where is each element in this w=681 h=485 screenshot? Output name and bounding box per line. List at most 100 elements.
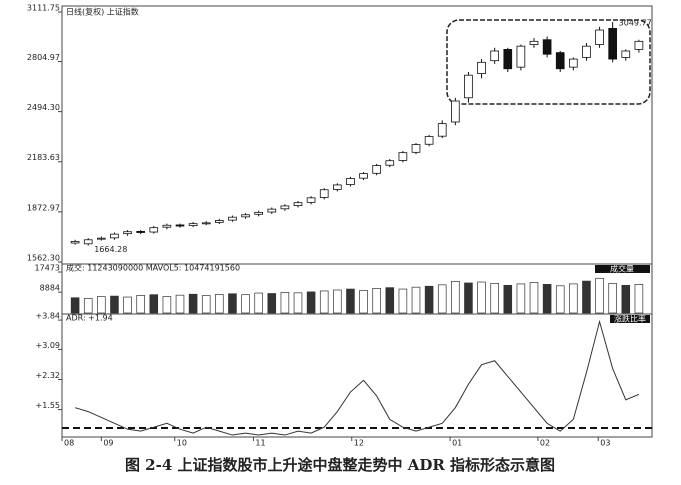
volume-bar <box>110 295 119 314</box>
candle-body <box>149 227 159 233</box>
x-tick-label: 09 <box>103 439 113 448</box>
candle-body <box>188 223 198 226</box>
badge <box>595 265 650 273</box>
volume-bar <box>188 293 198 314</box>
x-tick-label: 12 <box>354 439 364 448</box>
candle-body <box>359 173 368 179</box>
candle-body <box>411 144 421 153</box>
volume-bar <box>267 293 277 314</box>
volume-bar <box>123 296 132 314</box>
candle-body <box>608 28 618 60</box>
volume-bar <box>241 294 250 314</box>
candle-body <box>280 205 290 210</box>
candle-body <box>490 50 500 62</box>
x-tick-label: 10 <box>177 439 187 448</box>
candle-body <box>542 39 552 55</box>
volume-bar <box>201 295 211 314</box>
candle-body <box>83 239 93 245</box>
adr-title: ADR: +1.94 <box>66 314 113 323</box>
candle-body <box>306 197 316 203</box>
volume-bar <box>569 283 578 314</box>
volume-bar <box>97 296 106 314</box>
candle-body <box>346 178 355 186</box>
adr-line <box>74 319 640 436</box>
volume-bar <box>516 283 526 314</box>
x-tick-label: 01 <box>452 439 462 448</box>
candle-body <box>516 45 526 68</box>
badge <box>610 315 650 323</box>
candle-body <box>136 230 146 233</box>
volume-bar <box>83 298 93 314</box>
y-tick-label: 3111.75 <box>27 4 60 13</box>
candle-body <box>110 233 119 239</box>
volume-bar <box>542 284 552 314</box>
volume-bar <box>162 296 172 314</box>
candle-body <box>503 48 513 70</box>
candle-body <box>464 74 473 99</box>
volume-bar <box>385 287 395 314</box>
volume-bar <box>595 277 604 314</box>
candle-body <box>241 214 250 218</box>
candle-body <box>332 184 342 190</box>
volume-bar <box>280 292 290 314</box>
y-tick-label: 1562.30 <box>27 254 60 263</box>
candle-body <box>477 61 486 74</box>
volume-bar <box>424 285 434 314</box>
y-tick-label: 17473 <box>35 264 60 273</box>
low-annotation: 1664.28 <box>94 245 127 254</box>
candle-body <box>293 202 303 206</box>
volume-bar <box>608 283 617 314</box>
volume-bar <box>451 280 460 314</box>
volume-bar <box>293 292 303 314</box>
volume-bar <box>621 284 631 314</box>
price-title: 日线(复权) 上证指数 <box>66 7 139 17</box>
volume-bar <box>490 283 499 314</box>
volume-bar <box>346 288 355 314</box>
volume-bar <box>359 290 368 314</box>
candle-body <box>555 52 565 70</box>
candle-body <box>254 211 264 215</box>
volume-bar <box>398 288 408 314</box>
volume-bar <box>333 289 342 314</box>
volume-bar <box>228 293 237 314</box>
candle-body <box>385 160 395 166</box>
y-tick-label: 8884 <box>40 284 60 293</box>
volume-bar <box>136 295 145 314</box>
volume-bar <box>437 284 447 314</box>
candle-body <box>228 216 237 221</box>
volume-bar <box>175 294 185 314</box>
candle-body <box>162 224 172 228</box>
candle-body <box>214 220 224 223</box>
candle-body <box>372 165 382 174</box>
y-tick-label: 2494.30 <box>27 103 60 112</box>
x-tick-label: 08 <box>64 439 74 448</box>
candle-body <box>398 152 408 161</box>
y-tick-label: 1872.97 <box>27 203 60 212</box>
adr-badge: 涨跌比率 <box>614 314 646 324</box>
y-tick-label: +1.55 <box>35 401 60 410</box>
candle-body <box>424 136 434 145</box>
volume-bar <box>582 280 591 314</box>
y-tick-label: 2804.97 <box>27 53 60 62</box>
volume-bar <box>411 286 421 314</box>
candle-body <box>595 29 604 45</box>
candle-body <box>70 240 80 244</box>
volume-bar <box>477 281 486 314</box>
candle-body <box>267 208 277 213</box>
volume-bar <box>254 292 263 314</box>
volume-bar <box>634 284 644 314</box>
volume-bar <box>319 290 329 314</box>
candle-body <box>175 224 185 227</box>
x-tick-label: 11 <box>255 439 265 448</box>
candle-body <box>123 231 132 235</box>
candle-body <box>634 40 644 50</box>
volume-bar <box>464 282 473 314</box>
y-tick-label: 2183.63 <box>27 153 60 162</box>
candle-body <box>582 45 591 58</box>
candle-body <box>319 189 329 198</box>
volume-bar <box>215 294 224 314</box>
x-tick-label: 02 <box>540 439 550 448</box>
volume-bar <box>149 294 159 314</box>
